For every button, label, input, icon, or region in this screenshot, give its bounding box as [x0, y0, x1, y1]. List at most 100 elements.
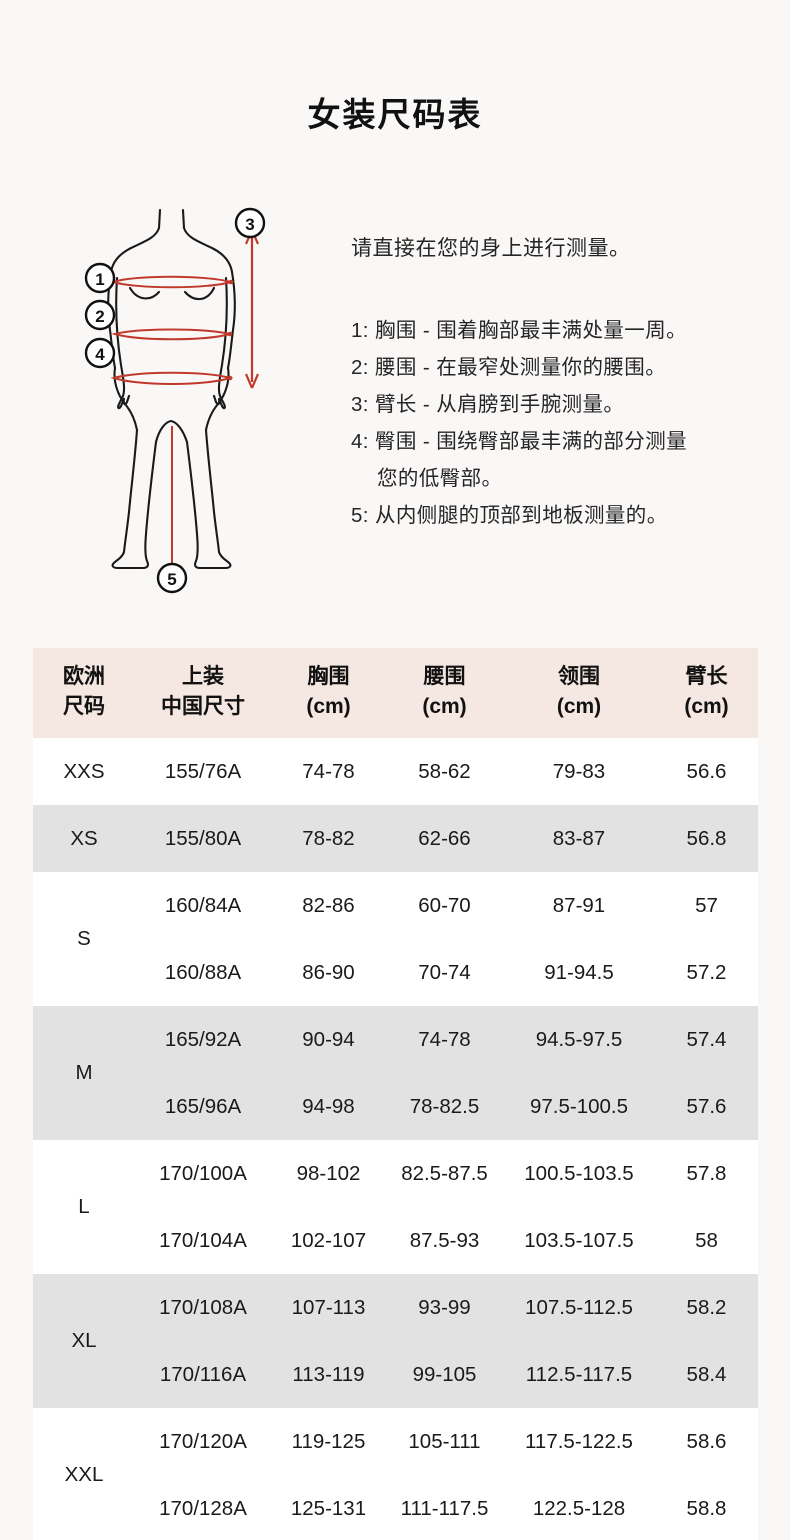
- cell-waist: 93-99: [386, 1274, 503, 1341]
- cell-arm: 57.4: [655, 1006, 758, 1073]
- instruction-item-5: 5: 从内侧腿的顶部到地板测量的。: [351, 504, 668, 527]
- instruction-item-1: 1: 胸围 - 围着胸部最丰满处量一周。: [351, 319, 688, 342]
- cell-cn-size: 155/76A: [135, 738, 271, 805]
- marker-4: 4: [84, 337, 116, 369]
- cell-waist: 78-82.5: [386, 1073, 503, 1140]
- cell-bust: 119-125: [271, 1408, 386, 1475]
- cell-arm: 57.2: [655, 939, 758, 1006]
- cell-neck: 94.5-97.5: [503, 1006, 655, 1073]
- right-arm-outline: [212, 276, 228, 410]
- table-row: 170/104A 102-107 87.5-93 103.5-107.5 58: [33, 1207, 758, 1274]
- cell-arm: 56.8: [655, 805, 758, 872]
- arm-arrow-down: [244, 373, 260, 389]
- cell-eu-size: XXS: [33, 738, 135, 805]
- instruction-item-3: 3: 臂长 - 从肩膀到手腕测量。: [351, 393, 625, 416]
- instructions-lead: 请直接在您的身上进行测量。: [351, 237, 631, 260]
- cell-arm: 57: [655, 872, 758, 939]
- cell-arm: 57.8: [655, 1140, 758, 1207]
- column-header-neck-line1: 领围: [558, 665, 600, 688]
- column-header-arm-line1: 臂长: [685, 665, 728, 688]
- table-row: 170/128A 125-131 111-117.5 122.5-128 58.…: [33, 1475, 758, 1540]
- cell-arm: 58.2: [655, 1274, 758, 1341]
- cell-waist: 87.5-93: [386, 1207, 503, 1274]
- cell-waist: 58-62: [386, 738, 503, 805]
- cell-neck: 112.5-117.5: [503, 1341, 655, 1408]
- column-header-waist-line2: (cm): [422, 695, 467, 718]
- table-row: 160/88A 86-90 70-74 91-94.5 57.2: [33, 939, 758, 1006]
- table-body: XXS 155/76A 74-78 58-62 79-83 56.6 XS 15…: [33, 738, 758, 1540]
- cell-neck: 83-87: [503, 805, 655, 872]
- cell-eu-size: XS: [33, 805, 135, 872]
- cell-bust: 82-86: [271, 872, 386, 939]
- cell-bust: 102-107: [271, 1207, 386, 1274]
- cell-cn-size: 155/80A: [135, 805, 271, 872]
- measurement-instructions: 请直接在您的身上进行测量。 1: 胸围 - 围着胸部最丰满处量一周。 2: 腰围…: [351, 232, 771, 534]
- table-row: XS 155/80A 78-82 62-66 83-87 56.8: [33, 805, 758, 872]
- cell-neck: 79-83: [503, 738, 655, 805]
- cell-cn-size: 170/108A: [135, 1274, 271, 1341]
- hip-tick: [227, 375, 233, 381]
- cell-bust: 74-78: [271, 738, 386, 805]
- table-row: 170/116A 113-119 99-105 112.5-117.5 58.4: [33, 1341, 758, 1408]
- cell-waist: 74-78: [386, 1006, 503, 1073]
- marker-3: 3: [234, 207, 266, 239]
- table-row: S 160/84A 82-86 60-70 87-91 57: [33, 872, 758, 1006]
- cell-bust: 98-102: [271, 1140, 386, 1207]
- cell-waist: 70-74: [386, 939, 503, 1006]
- column-header-eu-size: 欧洲 尺码: [33, 648, 135, 738]
- column-header-neck-line2: (cm): [556, 695, 602, 718]
- table-row: XL 170/108A 107-113 93-99 107.5-112.5 58…: [33, 1274, 758, 1408]
- cell-bust: 113-119: [271, 1341, 386, 1408]
- table-row: 165/96A 94-98 78-82.5 97.5-100.5 57.6: [33, 1073, 758, 1140]
- cell-neck: 97.5-100.5: [503, 1073, 655, 1140]
- cell-neck: 87-91: [503, 872, 655, 939]
- instruction-item-4-cont: 您的低臀部。: [377, 467, 503, 490]
- cell-eu-size: XXL: [33, 1408, 135, 1540]
- marker-1: 1: [84, 262, 116, 294]
- column-header-eu-size-line2: 尺码: [63, 695, 105, 718]
- bust-tick: [228, 279, 234, 285]
- svg-text:1: 1: [95, 270, 104, 289]
- right-torso-outline: [226, 270, 236, 370]
- cell-waist: 62-66: [386, 805, 503, 872]
- column-header-bust: 胸围 (cm): [271, 648, 386, 738]
- column-header-arm: 臂长 (cm): [655, 648, 758, 738]
- bust-measure-line: [109, 275, 235, 289]
- column-header-arm-line2: (cm): [684, 695, 729, 718]
- left-leg-outline: [111, 428, 158, 570]
- marker-5: 5: [156, 562, 188, 594]
- cell-cn-size: 170/104A: [135, 1207, 271, 1274]
- cell-arm: 58: [655, 1207, 758, 1274]
- svg-text:4: 4: [95, 345, 105, 364]
- cell-arm: 58.6: [655, 1408, 758, 1475]
- column-header-waist-line1: 腰围: [423, 665, 466, 688]
- cell-eu-size: M: [33, 1006, 135, 1140]
- cell-eu-size: XL: [33, 1274, 135, 1408]
- table-row: M 165/92A 90-94 74-78 94.5-97.5 57.4: [33, 1006, 758, 1140]
- column-header-bust-line1: 胸围: [307, 665, 350, 688]
- cell-arm: 56.6: [655, 738, 758, 805]
- cell-cn-size: 170/100A: [135, 1140, 271, 1207]
- cell-eu-size: S: [33, 872, 135, 1006]
- cell-cn-size: 165/96A: [135, 1073, 271, 1140]
- column-header-neck: 领围 (cm): [503, 648, 655, 738]
- cell-neck: 91-94.5: [503, 939, 655, 1006]
- waist-tick: [227, 331, 233, 337]
- size-table: 欧洲 尺码 上装 中国尺寸 胸围 (cm) 腰围 (cm) 领围 (cm): [33, 648, 758, 1540]
- cell-arm: 58.4: [655, 1341, 758, 1408]
- cell-bust: 78-82: [271, 805, 386, 872]
- instruction-item-2: 2: 腰围 - 在最窄处测量你的腰围。: [351, 356, 667, 379]
- svg-text:5: 5: [167, 570, 176, 589]
- right-shoulder-outline: [181, 208, 234, 274]
- cell-eu-size: L: [33, 1140, 135, 1274]
- body-diagram-svg: 1 2 4 3 5: [84, 207, 266, 594]
- cell-waist: 60-70: [386, 872, 503, 939]
- cell-cn-size: 165/92A: [135, 1006, 271, 1073]
- svg-text:3: 3: [245, 215, 254, 234]
- left-arm-outline: [115, 276, 131, 410]
- cell-bust: 107-113: [271, 1274, 386, 1341]
- svg-text:2: 2: [95, 307, 104, 326]
- diagram-markers: 1 2 4 3 5: [84, 207, 266, 594]
- cell-waist: 99-105: [386, 1341, 503, 1408]
